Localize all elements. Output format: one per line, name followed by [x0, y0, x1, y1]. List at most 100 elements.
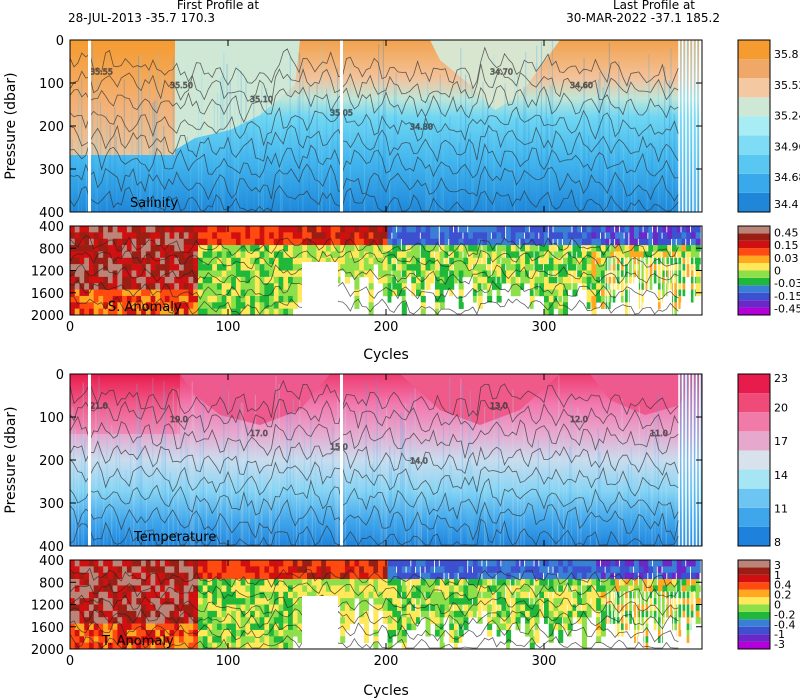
- anomaly-cell: [264, 579, 270, 586]
- anomaly-cell: [529, 238, 535, 246]
- anomaly-cell: [231, 610, 237, 618]
- anomaly-cell: [112, 226, 118, 233]
- anomaly-cell: [179, 308, 185, 315]
- anomaly-cell: [145, 610, 151, 618]
- anomaly-cell: [416, 264, 422, 271]
- anomaly-cell: [434, 257, 441, 265]
- anomaly-cell: [174, 617, 180, 624]
- anomaly-cell: [567, 257, 573, 265]
- anomaly-cell: [202, 276, 208, 284]
- anomaly-cell: [634, 226, 640, 233]
- anomaly-cell: [686, 585, 692, 593]
- anomaly-cell: [487, 257, 491, 265]
- profile-column: [226, 438, 228, 546]
- anomaly-cell: [378, 232, 384, 240]
- anomaly-cell: [283, 642, 289, 649]
- anomaly-cell: [335, 251, 341, 259]
- anomaly-cell: [122, 232, 128, 240]
- anomaly-cell: [231, 289, 237, 297]
- profile-column: [365, 381, 367, 546]
- anomaly-cell: [93, 302, 99, 309]
- anomaly-cell: [311, 251, 317, 259]
- anomaly-cell: [212, 226, 218, 233]
- y-tick-label-1-1: 800: [39, 242, 64, 257]
- anomaly-cell: [98, 572, 104, 580]
- anomaly-cell: [235, 295, 241, 303]
- anomaly-cell: [662, 572, 667, 580]
- anomaly-cell: [529, 289, 534, 297]
- profile-column: [106, 112, 108, 212]
- anomaly-cell: [472, 610, 477, 618]
- anomaly-cell: [681, 585, 687, 593]
- anomaly-cell: [340, 585, 346, 593]
- anomaly-cell: [397, 251, 403, 259]
- anomaly-cell: [88, 232, 94, 240]
- anomaly-cell: [269, 257, 275, 265]
- anomaly-cell: [562, 232, 568, 240]
- anomaly-cell: [529, 245, 535, 252]
- anomaly-cell: [610, 579, 616, 586]
- anomaly-cell: [226, 636, 232, 643]
- anomaly-cell: [330, 251, 336, 259]
- colorbar-salinity-swatch-1: [738, 173, 770, 193]
- anomaly-cell: [411, 572, 417, 580]
- anomaly-cell: [510, 264, 516, 271]
- anomaly-cell: [439, 289, 444, 297]
- anomaly-cell: [197, 232, 204, 240]
- contour-line-3: [70, 607, 679, 630]
- anomaly-cell: [363, 604, 369, 612]
- anomaly-cell: [273, 276, 279, 284]
- anomaly-cell: [193, 302, 199, 309]
- anomaly-cell: [207, 604, 213, 612]
- anomaly-cell: [250, 251, 256, 259]
- salinity-tan-wedge: [175, 40, 300, 150]
- anomaly-cell: [397, 283, 403, 290]
- anomaly-cell: [340, 232, 346, 240]
- anomaly-cell: [458, 585, 464, 593]
- anomaly-cell: [302, 566, 308, 574]
- profile-column: [311, 478, 313, 546]
- anomaly-cell: [155, 308, 161, 315]
- anomaly-cell: [586, 566, 592, 574]
- anomaly-cell: [354, 295, 360, 303]
- anomaly-cell: [212, 560, 218, 567]
- anomaly-cell: [103, 302, 109, 309]
- anomaly-cell: [690, 610, 695, 618]
- anomaly-cell: [103, 238, 109, 246]
- anomaly-cell: [273, 636, 279, 643]
- anomaly-cell: [363, 591, 369, 599]
- anomaly-cell: [292, 604, 298, 612]
- anomaly-cell: [254, 257, 260, 265]
- anomaly-cell: [88, 289, 94, 297]
- anomaly-cell: [254, 585, 260, 593]
- anomaly-cell: [107, 295, 113, 303]
- anomaly-cell: [496, 617, 501, 624]
- anomaly-cell: [216, 572, 222, 580]
- anomaly-cell: [695, 598, 701, 605]
- anomaly-cell: [506, 245, 512, 252]
- anomaly-cell: [510, 276, 516, 284]
- anomaly-cell: [235, 232, 241, 240]
- anomaly-cell: [591, 295, 597, 303]
- anomaly-cell: [506, 604, 510, 612]
- anomaly-cell: [283, 226, 289, 233]
- anomaly-cell: [88, 598, 94, 605]
- anomaly-cell: [250, 585, 256, 593]
- anomaly-cell: [387, 572, 393, 580]
- anomaly-cell: [74, 610, 80, 618]
- anomaly-cell: [254, 238, 260, 246]
- anomaly-cell: [70, 226, 76, 233]
- profile-column: [645, 151, 647, 212]
- anomaly-cell: [74, 257, 80, 265]
- anomaly-cell: [240, 276, 246, 284]
- anomaly-cell: [136, 642, 142, 649]
- anomaly-cell: [548, 560, 554, 567]
- anomaly-cell: [463, 585, 469, 593]
- anomaly-cell: [197, 245, 204, 252]
- anomaly-cell: [586, 232, 592, 240]
- anomaly-cell: [216, 598, 222, 605]
- anomaly-cell: [216, 610, 222, 618]
- colorbar-s-anomaly-label-4: -0.03: [774, 277, 800, 290]
- anomaly-cell: [235, 579, 241, 586]
- anomaly-cell: [235, 617, 241, 624]
